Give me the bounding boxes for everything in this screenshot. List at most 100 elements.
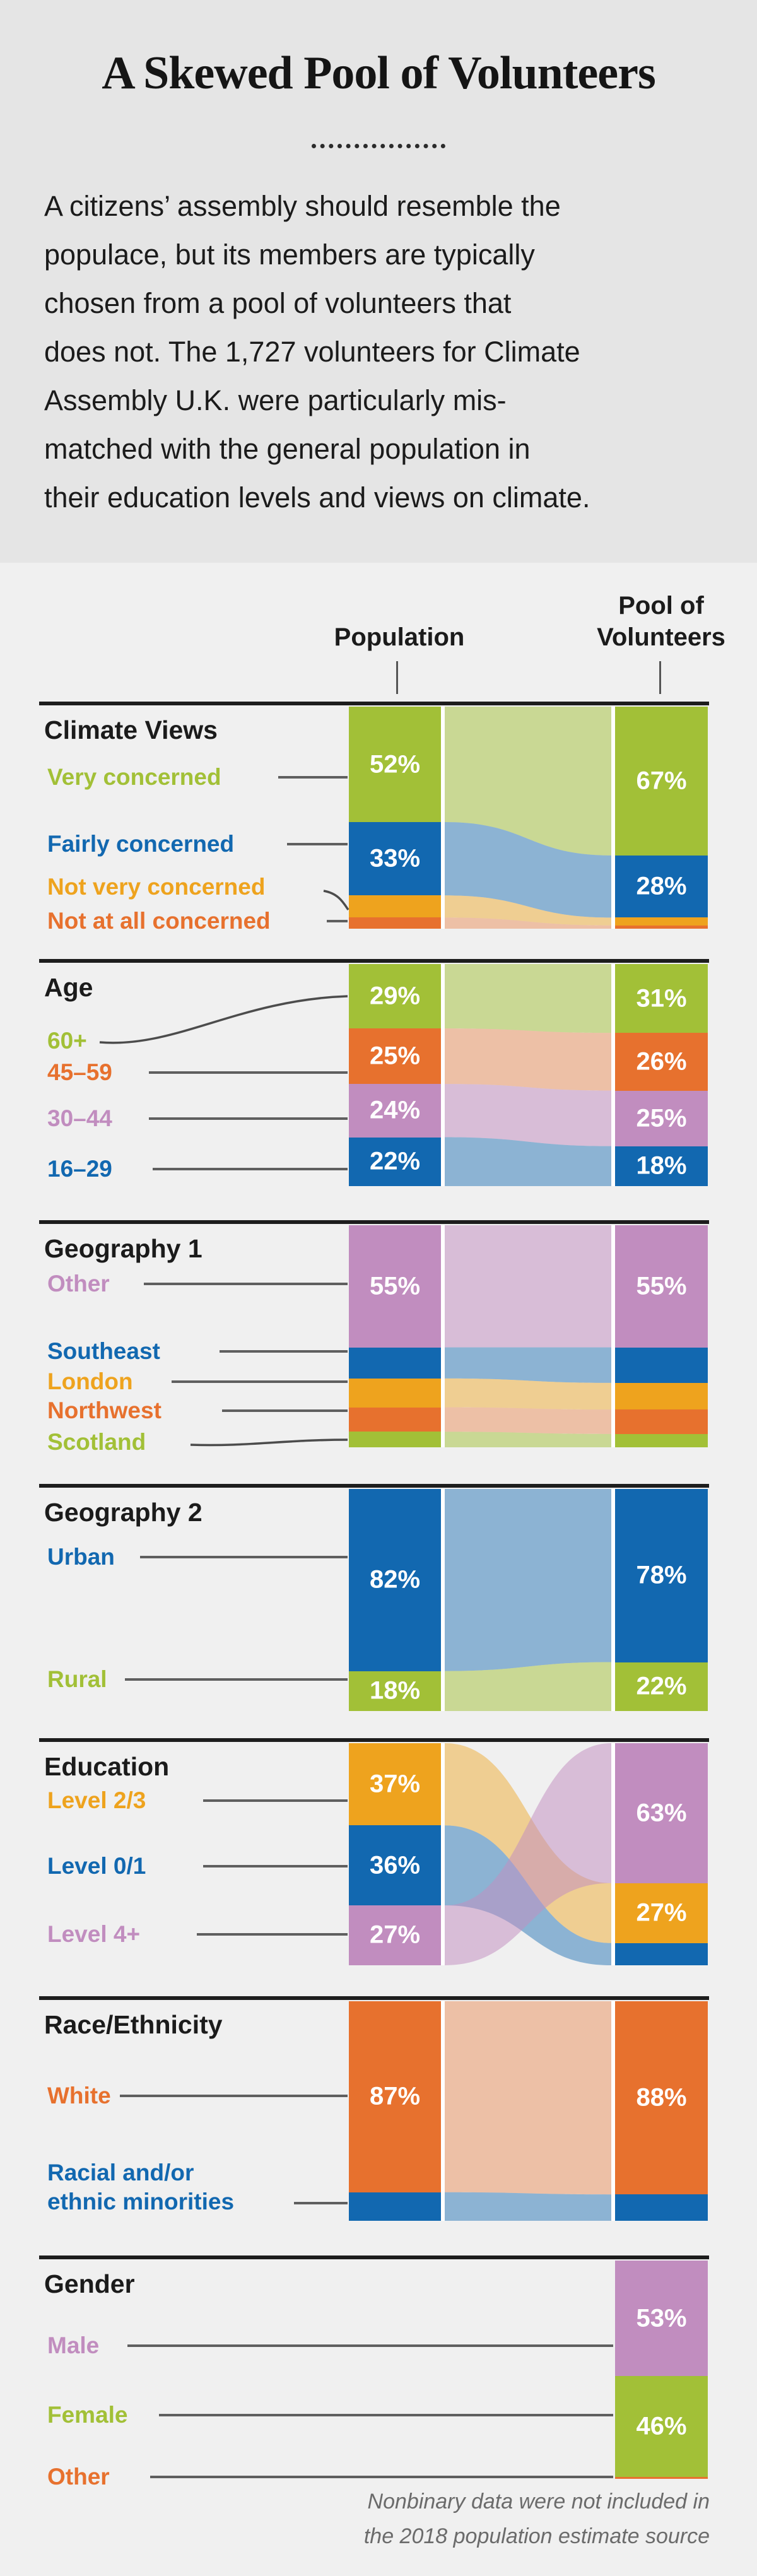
category-label: Scotland bbox=[47, 1429, 146, 1455]
population-bar: 82% 18% bbox=[349, 1489, 441, 1711]
category-label: Northwest bbox=[47, 1397, 161, 1423]
intro-line: A citizens’ assembly should resemble the bbox=[44, 190, 561, 222]
bar-separator bbox=[441, 707, 445, 929]
section-rule bbox=[39, 1996, 709, 2000]
connector-line bbox=[203, 1865, 348, 1867]
category-label: White bbox=[47, 2083, 111, 2108]
section-rule bbox=[39, 702, 709, 705]
category-label: 60+ bbox=[47, 1028, 87, 1054]
value-label: 87% bbox=[369, 2082, 421, 2110]
population-bar-segment bbox=[349, 1432, 441, 1447]
value-label: 27% bbox=[369, 1920, 421, 1949]
connector-line bbox=[149, 1071, 348, 1074]
title-divider bbox=[312, 144, 445, 148]
volunteers-bar-segment bbox=[615, 2001, 708, 2195]
category-label: Very concerned bbox=[47, 764, 221, 790]
volunteers-bar-segment bbox=[615, 925, 708, 929]
population-bar-segment bbox=[349, 895, 441, 918]
section-rule bbox=[39, 1484, 709, 1488]
bar-separator bbox=[441, 2001, 445, 2221]
value-label: 55% bbox=[369, 1272, 421, 1300]
pool-column-tick bbox=[659, 661, 661, 694]
connector-line bbox=[150, 2476, 613, 2478]
category-label: Racial and/or bbox=[47, 2160, 194, 2185]
population-bar-segment bbox=[349, 1225, 441, 1348]
flow-ribbon bbox=[445, 707, 611, 856]
connector-line bbox=[149, 1117, 348, 1120]
footnote-line: Nonbinary data were not included in bbox=[367, 2490, 710, 2514]
curved-connector bbox=[190, 1438, 348, 1447]
category-label: 30–44 bbox=[47, 1105, 112, 1131]
category-label: Southeast bbox=[47, 1338, 160, 1364]
volunteers-bar-segment bbox=[615, 707, 708, 856]
value-label: 46% bbox=[636, 2412, 687, 2440]
bar-separator bbox=[611, 964, 615, 1186]
population-bar-segment bbox=[349, 964, 441, 1029]
connector-line bbox=[153, 1168, 348, 1170]
section-title: Race/Ethnicity bbox=[44, 2010, 223, 2039]
category-label: Not very concerned bbox=[47, 874, 266, 900]
curved-connector bbox=[99, 995, 348, 1044]
population-bar: 87% bbox=[349, 2001, 441, 2221]
page-title: A Skewed Pool of Volunteers bbox=[102, 47, 656, 99]
population-bar-segment bbox=[349, 822, 441, 896]
category-label: Fairly concerned bbox=[47, 831, 235, 857]
section-title: Geography 1 bbox=[44, 1234, 202, 1263]
volunteers-bar-segment bbox=[615, 917, 708, 926]
section-rule bbox=[39, 2255, 709, 2259]
value-label: 18% bbox=[369, 1676, 421, 1705]
connector-line bbox=[120, 2095, 348, 2097]
value-label: 37% bbox=[369, 1770, 421, 1798]
volunteers-bar: 31% 26% 25% 18% bbox=[615, 964, 708, 1186]
population-bar-segment bbox=[349, 1137, 441, 1186]
value-label: 53% bbox=[636, 2304, 687, 2332]
volunteers-bar-segment bbox=[615, 1883, 708, 1943]
volunteers-bar-segment bbox=[615, 2194, 708, 2221]
value-label: 36% bbox=[369, 1851, 421, 1879]
section-title: Geography 2 bbox=[44, 1498, 202, 1527]
population-bar: 29% 25% 24% 22% bbox=[349, 964, 441, 1186]
intro-line: Assembly U.K. were particularly mis- bbox=[44, 384, 507, 416]
curved-connector bbox=[323, 890, 349, 910]
connector-line bbox=[159, 2414, 613, 2416]
bar-separator bbox=[441, 1489, 445, 1711]
volunteers-bar-segment bbox=[615, 1489, 708, 1662]
value-label: 25% bbox=[636, 1104, 687, 1132]
column-header-pool-line2: Volunteers bbox=[597, 623, 725, 651]
volunteers-bar-segment bbox=[615, 1409, 708, 1434]
value-label: 24% bbox=[369, 1096, 421, 1124]
value-label: 28% bbox=[636, 872, 687, 900]
value-label: 88% bbox=[636, 2083, 687, 2112]
volunteers-bar: 67% 28% bbox=[615, 707, 708, 929]
volunteers-bar-segment bbox=[615, 1225, 708, 1348]
bar-separator bbox=[611, 2001, 615, 2221]
connector-line bbox=[140, 1556, 348, 1558]
volunteers-bar: 55% bbox=[615, 1225, 708, 1447]
population-bar-segment bbox=[349, 917, 441, 929]
flow-ribbon bbox=[445, 822, 611, 918]
connector-line bbox=[127, 2344, 613, 2347]
column-header-pool-line1: Pool of bbox=[618, 592, 704, 620]
volunteers-bar-segment bbox=[615, 1347, 708, 1383]
category-label: Other bbox=[47, 2464, 110, 2490]
value-label: 27% bbox=[636, 1898, 687, 1927]
bar-separator bbox=[441, 1743, 445, 1965]
volunteers-bar-segment bbox=[615, 1033, 708, 1091]
category-label: London bbox=[47, 1368, 133, 1394]
category-label: Male bbox=[47, 2332, 100, 2358]
volunteers-bar-segment bbox=[615, 1662, 708, 1711]
intro-line: their education levels and views on clim… bbox=[44, 481, 590, 514]
flow-ribbon bbox=[445, 1225, 611, 1348]
value-label: 33% bbox=[369, 844, 421, 873]
flow-ribbons bbox=[441, 707, 615, 929]
category-label: Rural bbox=[47, 1666, 107, 1692]
value-label: 82% bbox=[369, 1565, 421, 1594]
population-bar-segment bbox=[349, 1905, 441, 1965]
bar-separator bbox=[611, 707, 615, 929]
category-label: ethnic minorities bbox=[47, 2189, 235, 2214]
section-title: Education bbox=[44, 1752, 170, 1781]
flow-ribbons bbox=[441, 964, 615, 1186]
volunteers-bar-segment bbox=[615, 964, 708, 1033]
flow-ribbon bbox=[445, 1028, 611, 1091]
